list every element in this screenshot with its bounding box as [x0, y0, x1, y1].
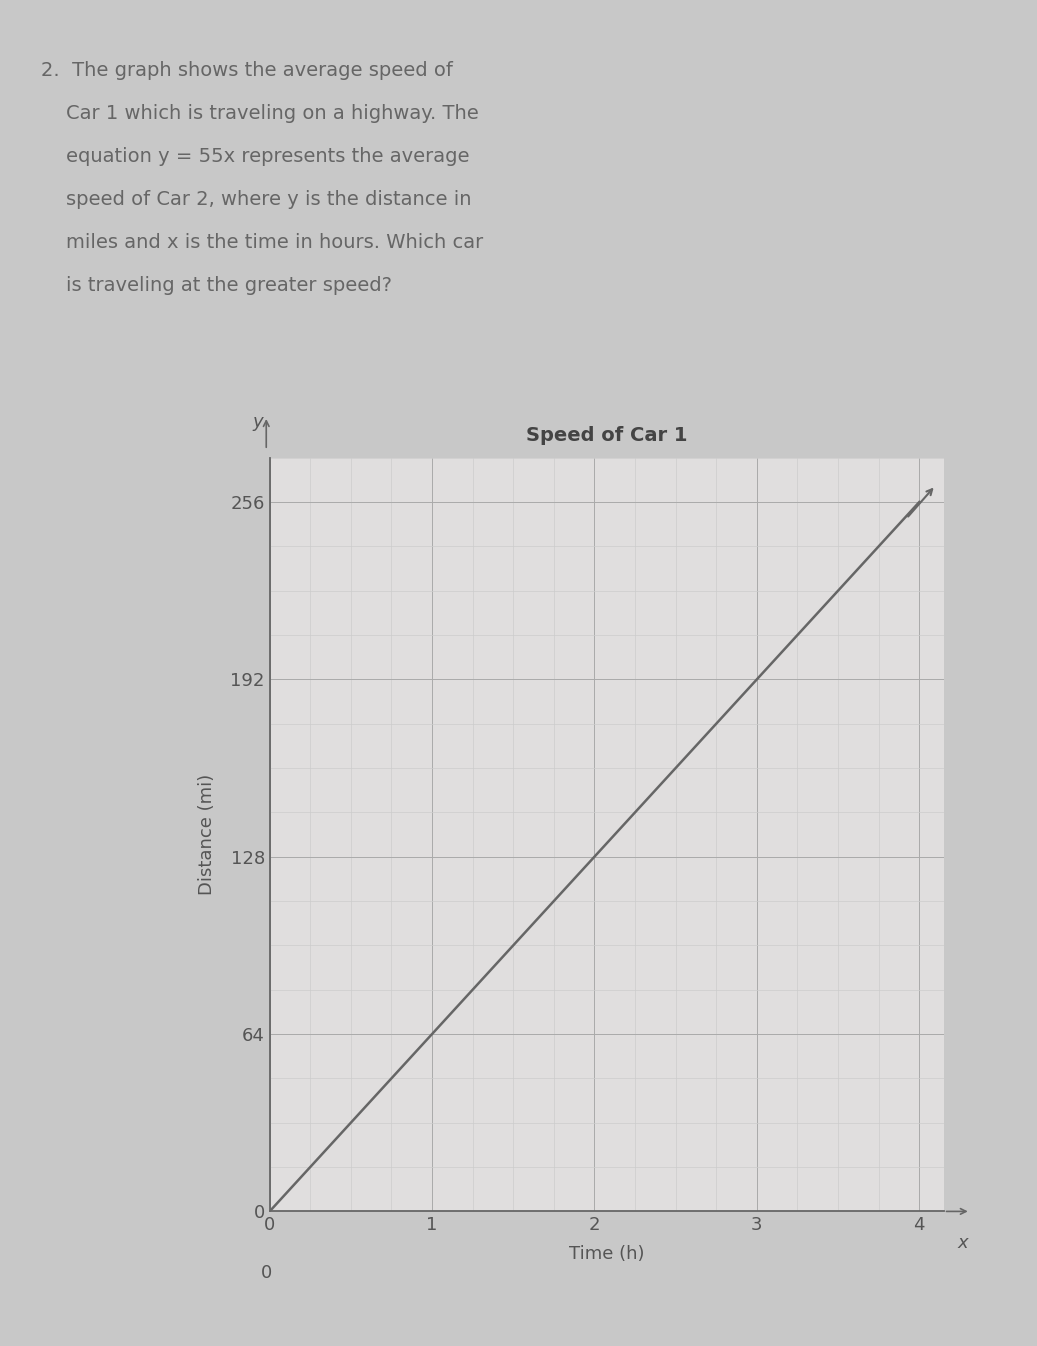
Text: is traveling at the greater speed?: is traveling at the greater speed? — [41, 276, 392, 295]
Text: miles and x is the time in hours. Which car: miles and x is the time in hours. Which … — [41, 233, 483, 252]
Text: 2.  The graph shows the average speed of: 2. The graph shows the average speed of — [41, 61, 453, 79]
Text: speed of Car 2, where y is the distance in: speed of Car 2, where y is the distance … — [41, 190, 472, 209]
Y-axis label: Distance (mi): Distance (mi) — [198, 774, 217, 895]
Text: equation y = 55x represents the average: equation y = 55x represents the average — [41, 147, 470, 166]
Title: Speed of Car 1: Speed of Car 1 — [526, 425, 688, 446]
Text: x: x — [957, 1234, 968, 1252]
Text: 0: 0 — [260, 1264, 272, 1283]
Text: Car 1 which is traveling on a highway. The: Car 1 which is traveling on a highway. T… — [41, 104, 479, 122]
Text: y: y — [252, 413, 263, 431]
X-axis label: Time (h): Time (h) — [569, 1245, 644, 1264]
